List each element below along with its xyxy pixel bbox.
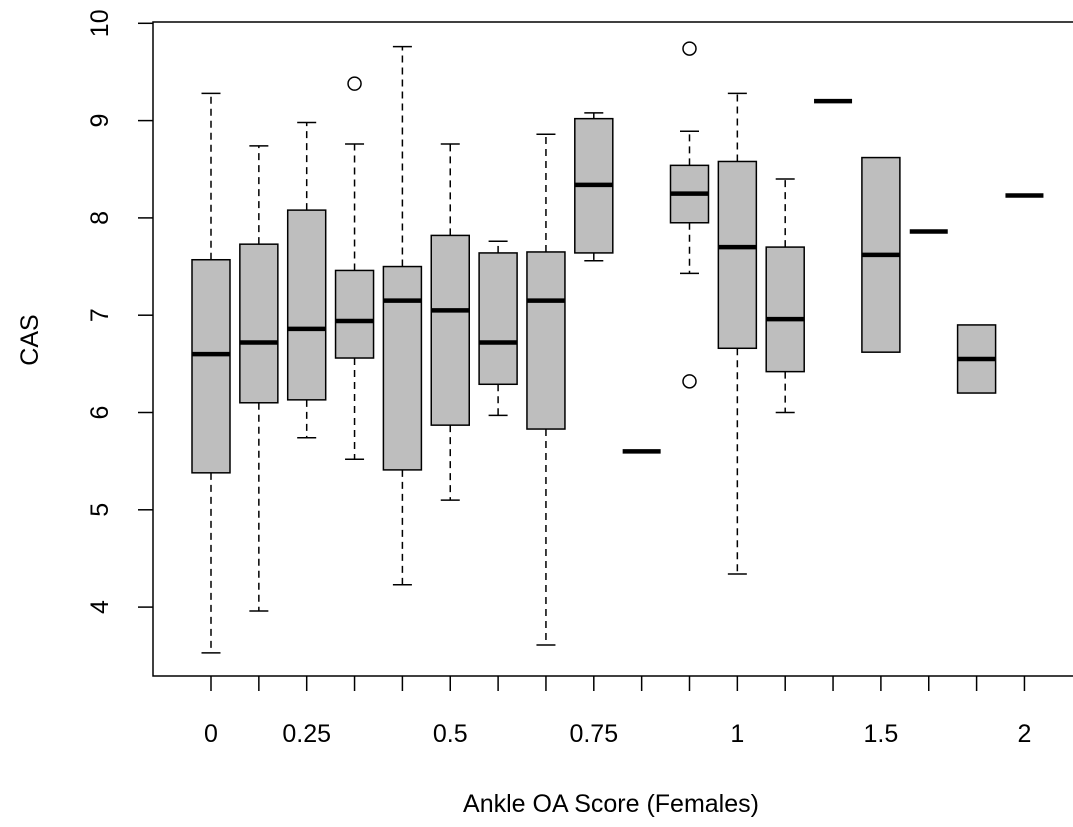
box-group [958, 325, 996, 393]
x-tick-label: 2 [1017, 720, 1031, 748]
x-tick-label: 0.25 [282, 720, 331, 748]
x-axis: 0 0.25 0.5 0.75 1 1.5 2 [204, 676, 1031, 748]
y-tick-label: 8 [86, 211, 114, 225]
y-tick-label: 7 [86, 308, 114, 322]
x-tick-label: 0.75 [569, 720, 618, 748]
box-group [671, 42, 709, 388]
box-group [288, 123, 326, 438]
box-rect [383, 267, 421, 470]
box-rect [288, 210, 326, 400]
box-rect [479, 253, 517, 384]
box-rect [240, 244, 278, 403]
box-group [336, 77, 374, 459]
box-rect [336, 270, 374, 358]
box-group [527, 134, 565, 645]
outlier-point [348, 77, 361, 90]
x-tick-label: 1.5 [864, 720, 899, 748]
outlier-point [683, 375, 696, 388]
box-rect [718, 161, 756, 348]
box-group [479, 241, 517, 415]
box-rect [766, 247, 804, 372]
y-tick-label: 5 [86, 503, 114, 517]
boxes [192, 42, 1043, 653]
box-group [192, 93, 230, 652]
y-tick-label: 9 [86, 114, 114, 128]
x-tick-label: 0.5 [433, 720, 468, 748]
box-group [383, 47, 421, 585]
x-tick-label: 0 [204, 720, 218, 748]
x-axis-label: Ankle OA Score (Females) [463, 790, 759, 818]
box-group [862, 158, 900, 353]
box-rect [192, 260, 230, 473]
y-axis-label: CAS [16, 314, 44, 365]
y-axis: 4 5 6 7 8 9 10 [86, 9, 153, 614]
box-group [718, 93, 756, 574]
x-tick-label: 1 [730, 720, 744, 748]
y-tick-label: 10 [86, 9, 114, 37]
y-tick-label: 6 [86, 406, 114, 420]
box-rect [527, 252, 565, 429]
box-group [431, 144, 469, 500]
box-group [766, 179, 804, 413]
box-group [575, 113, 613, 261]
y-tick-label: 4 [86, 600, 114, 614]
box-group [240, 146, 278, 611]
outlier-point [683, 42, 696, 55]
box-rect [431, 235, 469, 425]
